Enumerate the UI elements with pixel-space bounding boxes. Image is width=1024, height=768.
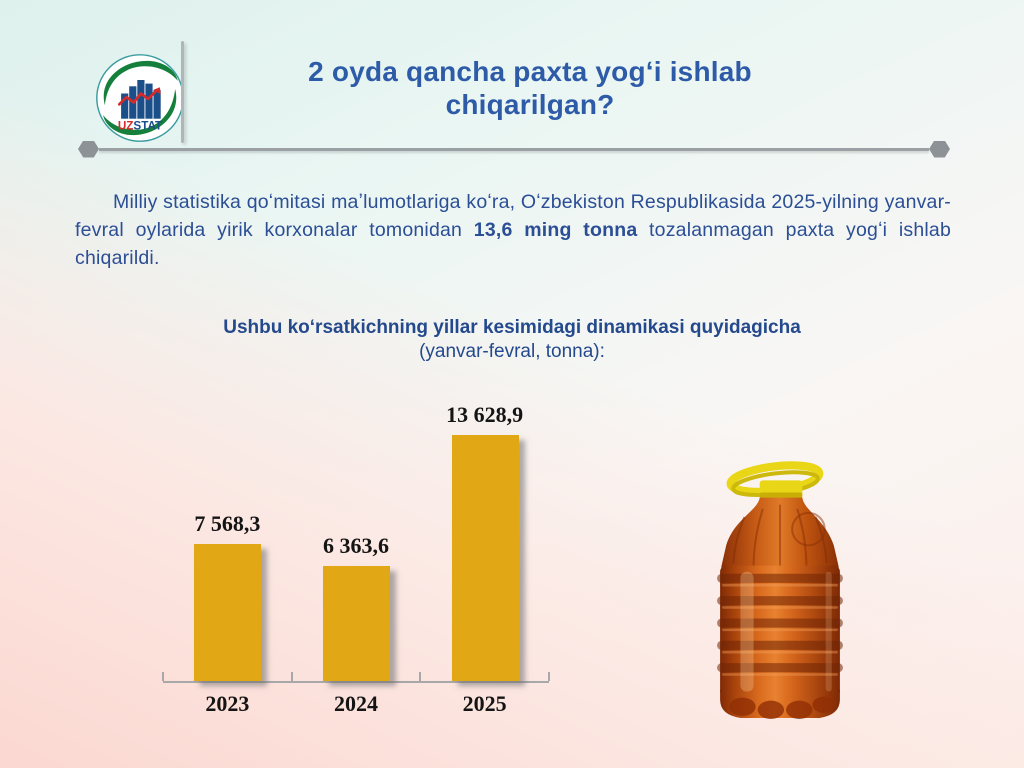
cotton-oil-bottle-image xyxy=(700,456,860,722)
intro-text-before: Milliy statistika qoʻmitasi maʼlumotlari… xyxy=(75,191,951,241)
intro-paragraph: Milliy statistika qoʻmitasi maʼlumotlari… xyxy=(75,188,951,272)
page-title: 2 oyda qancha paxta yogʻi ishlab chiqari… xyxy=(255,55,805,121)
chart-subtitle-line2: (yanvar-fevral, tonna): xyxy=(419,341,605,362)
bottle-ribs xyxy=(717,573,843,676)
chart-axis-tick xyxy=(290,672,293,681)
header-vertical-divider xyxy=(181,41,184,143)
bar-chart: 7 568,3 6 363,6 13 628,9 2023 2024 2025 xyxy=(162,402,550,717)
chart-category-label-2024: 2024 xyxy=(334,691,378,716)
chart-bar-2023 xyxy=(194,544,262,681)
chart-axis-tick xyxy=(548,672,550,681)
chart-category-label-2023: 2023 xyxy=(205,691,250,716)
chart-bar-2024 xyxy=(323,566,390,681)
chart-axis-tick xyxy=(162,672,164,681)
divider-hexagon-left xyxy=(78,140,99,158)
logo-text-uz: UZ xyxy=(118,120,134,133)
intro-highlight-value: 13,6 ming tonna xyxy=(473,219,638,241)
chart-subtitle: Ushbu koʻrsatkichning yillar kesimidagi … xyxy=(0,316,1024,364)
divider-hexagon-right xyxy=(929,140,950,158)
svg-text:UZSTAT: UZSTAT xyxy=(118,120,163,133)
uzstat-logo-icon: UZSTAT xyxy=(96,54,184,142)
logo-text-stat: STAT xyxy=(133,120,163,133)
chart-subtitle-line1: Ushbu koʻrsatkichning yillar kesimidagi … xyxy=(223,317,801,338)
chart-bar-2025 xyxy=(451,435,519,681)
logo-trend-line-icon xyxy=(117,87,161,106)
chart-plot: 7 568,3 6 363,6 13 628,9 xyxy=(162,402,550,683)
divider-line xyxy=(99,147,929,151)
chart-value-label-2023: 7 568,3 xyxy=(194,511,261,536)
chart-x-labels: 2023 2024 2025 xyxy=(163,691,549,717)
oil-bottle-icon xyxy=(717,461,843,719)
uzstat-logo: UZSTAT xyxy=(95,53,185,143)
chart-value-label-2025: 13 628,9 xyxy=(446,402,524,427)
chart-axis-tick xyxy=(419,672,422,681)
chart-value-label-2024: 6 363,6 xyxy=(323,533,389,558)
page-title-line1: 2 oyda qancha paxta yogʻi ishlab xyxy=(308,56,752,87)
chart-category-label-2025: 2025 xyxy=(462,691,507,716)
bottle-cap-icon xyxy=(759,480,803,499)
header-horizontal-divider xyxy=(78,140,950,158)
intro-text-after: tozalanmagan paxta yogʻi ishlab chiqaril… xyxy=(75,219,951,269)
page-title-line2: chiqarilgan? xyxy=(445,89,615,120)
